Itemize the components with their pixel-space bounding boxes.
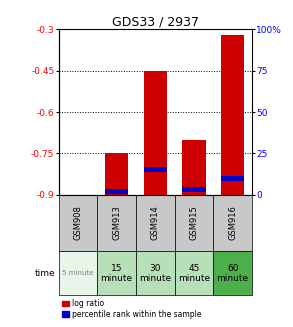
Bar [105,189,128,194]
Text: 30
minute: 30 minute [139,264,171,283]
Bar [59,195,97,251]
Text: 15
minute: 15 minute [100,264,133,283]
Bar [221,35,244,195]
Text: 60
minute: 60 minute [217,264,249,283]
Bar [97,251,136,295]
Bar [213,195,252,251]
Bar [136,195,175,251]
Title: GDS33 / 2937: GDS33 / 2937 [112,15,199,28]
Text: time: time [35,269,55,278]
Text: GSM915: GSM915 [190,206,198,240]
Bar [136,251,175,295]
Bar [105,153,128,195]
Bar [221,176,244,181]
Bar [144,71,167,195]
Bar [59,251,97,295]
Text: GSM916: GSM916 [228,206,237,240]
Bar [97,195,136,251]
Bar [182,140,206,195]
Text: 45
minute: 45 minute [178,264,210,283]
Bar [175,195,213,251]
Bar [213,251,252,295]
Bar [175,251,213,295]
Legend: log ratio, percentile rank within the sample: log ratio, percentile rank within the sa… [62,299,202,319]
Text: GSM913: GSM913 [112,206,121,240]
Text: 5 minute: 5 minute [62,270,94,276]
Text: GSM908: GSM908 [74,206,82,240]
Text: GSM914: GSM914 [151,206,160,240]
Bar [182,187,206,192]
Bar [144,167,167,172]
